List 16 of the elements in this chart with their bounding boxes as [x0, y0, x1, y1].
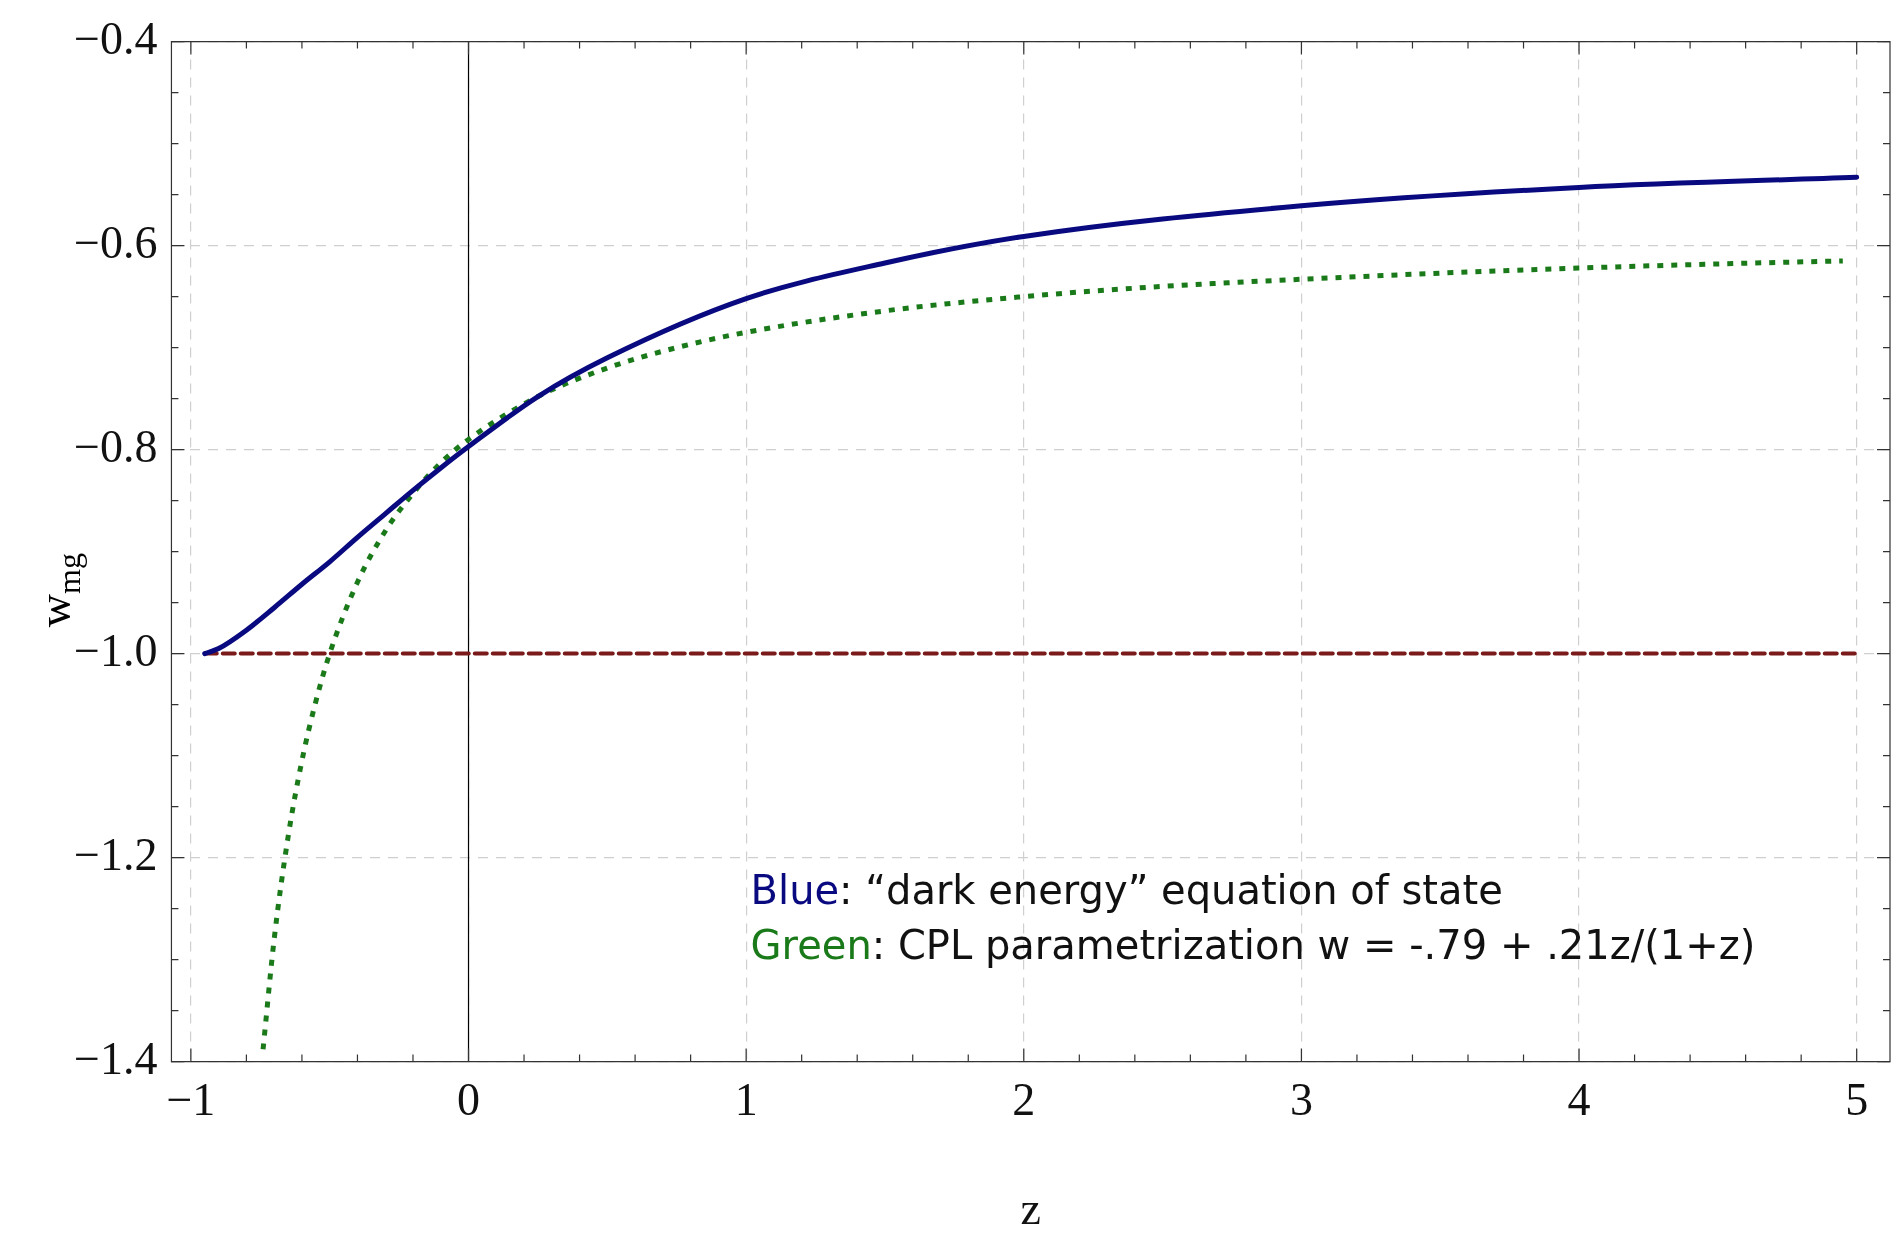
x-tick-label: 5 — [1845, 1074, 1869, 1126]
annotation: Green: CPL parametrization w = -.79 + .21z/(1+z) — [750, 921, 1756, 968]
x-tick-label: 2 — [1012, 1074, 1036, 1126]
x-tick-label: −1 — [166, 1074, 216, 1126]
x-tick-label: 0 — [457, 1074, 481, 1126]
x-tick-label: 3 — [1289, 1074, 1313, 1126]
y-tick-label: −1.4 — [73, 1032, 158, 1084]
y-tick-label: −1.0 — [73, 624, 158, 676]
y-tick-label: −0.4 — [73, 12, 158, 64]
x-tick-label: 4 — [1567, 1074, 1591, 1126]
y-tick-label: −0.6 — [73, 216, 158, 268]
x-tick-label: 1 — [734, 1074, 758, 1126]
annotation: Blue: “dark energy” equation of state — [750, 866, 1503, 913]
y-tick-label: −1.2 — [73, 828, 158, 880]
y-tick-label: −0.8 — [73, 420, 158, 472]
x-axis-title: z — [1020, 1183, 1041, 1235]
